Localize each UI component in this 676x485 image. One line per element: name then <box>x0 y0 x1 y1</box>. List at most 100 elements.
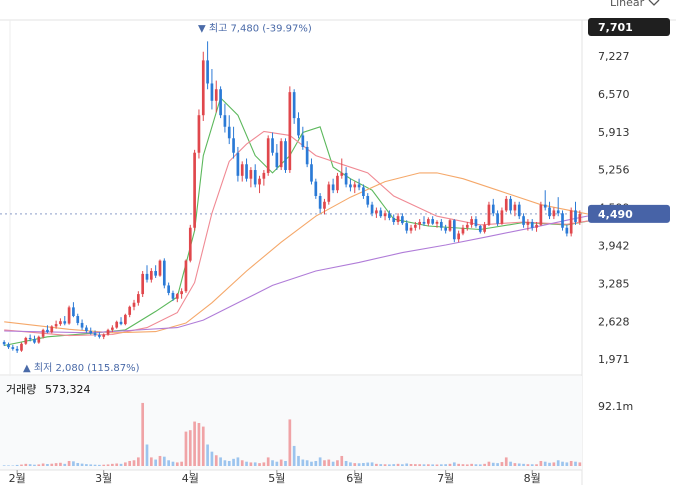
volume-bar[interactable] <box>556 460 560 466</box>
volume-bar[interactable] <box>427 464 430 466</box>
candle[interactable] <box>314 178 318 199</box>
volume-bar[interactable] <box>504 457 508 466</box>
candle[interactable] <box>167 282 170 296</box>
candle[interactable] <box>509 196 512 214</box>
candle[interactable] <box>422 216 426 227</box>
candle[interactable] <box>137 291 140 306</box>
volume-bar[interactable] <box>535 464 538 466</box>
volume-bar[interactable] <box>7 465 10 466</box>
candle[interactable] <box>288 86 292 173</box>
candle[interactable] <box>37 335 41 344</box>
volume-bar[interactable] <box>305 460 309 466</box>
volume-bar[interactable] <box>193 421 196 466</box>
volume-bar[interactable] <box>539 460 543 466</box>
volume-bar[interactable] <box>162 456 166 466</box>
volume-bar[interactable] <box>154 459 157 466</box>
candle[interactable] <box>80 319 84 330</box>
volume-bar[interactable] <box>513 463 517 466</box>
volume-bar[interactable] <box>124 462 127 466</box>
candle[interactable] <box>50 325 54 334</box>
candle[interactable] <box>357 178 361 191</box>
volume-bar[interactable] <box>15 464 19 466</box>
candle[interactable] <box>67 305 71 325</box>
volume-bar[interactable] <box>37 464 41 466</box>
candle[interactable] <box>305 141 309 168</box>
volume-bar[interactable] <box>323 460 326 466</box>
candle[interactable] <box>496 210 499 227</box>
candle[interactable] <box>292 89 296 124</box>
volume-bar[interactable] <box>279 459 283 466</box>
candle[interactable] <box>517 201 521 220</box>
volume-bar[interactable] <box>54 463 58 466</box>
volume-bar[interactable] <box>98 464 101 466</box>
candle[interactable] <box>478 224 482 234</box>
candle[interactable] <box>76 313 80 326</box>
candle[interactable] <box>439 219 443 231</box>
candle[interactable] <box>336 172 339 194</box>
candle[interactable] <box>535 221 538 232</box>
candle[interactable] <box>500 207 504 225</box>
volume-bar[interactable] <box>132 460 136 466</box>
volume-bar[interactable] <box>349 462 352 466</box>
candle[interactable] <box>530 219 534 231</box>
candle[interactable] <box>54 320 58 329</box>
volume-bar[interactable] <box>444 464 447 466</box>
candle[interactable] <box>145 265 149 283</box>
volume-bar[interactable] <box>448 463 452 466</box>
volume-bar[interactable] <box>2 465 6 466</box>
chevron-down-icon[interactable] <box>648 0 660 6</box>
volume-bar[interactable] <box>517 463 521 466</box>
candle[interactable] <box>115 320 119 329</box>
volume-bar[interactable] <box>175 462 179 466</box>
candle[interactable] <box>271 132 274 156</box>
volume-bar[interactable] <box>249 462 253 466</box>
volume-bar[interactable] <box>219 457 222 466</box>
volume-bar[interactable] <box>184 431 188 466</box>
candle[interactable] <box>253 164 257 188</box>
volume-bar[interactable] <box>80 463 84 466</box>
candle[interactable] <box>184 259 188 293</box>
volume-bar[interactable] <box>530 464 534 466</box>
candle[interactable] <box>427 217 430 227</box>
candle[interactable] <box>193 149 196 231</box>
candle[interactable] <box>435 220 439 228</box>
volume-bar[interactable] <box>89 464 93 466</box>
volume-bar[interactable] <box>379 464 383 466</box>
volume-bar[interactable] <box>288 419 292 466</box>
candle[interactable] <box>188 224 192 263</box>
candle[interactable] <box>132 299 136 311</box>
volume-bar[interactable] <box>340 455 344 466</box>
candle[interactable] <box>323 198 326 215</box>
candle[interactable] <box>578 210 582 225</box>
candle[interactable] <box>98 332 101 339</box>
candle[interactable] <box>111 325 114 333</box>
candle[interactable] <box>396 213 400 225</box>
volume-bar[interactable] <box>392 464 396 466</box>
volume-bar[interactable] <box>245 461 248 466</box>
volume-bar[interactable] <box>327 459 331 466</box>
volume-bar[interactable] <box>569 460 573 466</box>
volume-bar[interactable] <box>119 463 123 466</box>
candle[interactable] <box>210 69 214 110</box>
volume-bar[interactable] <box>353 463 357 466</box>
candle[interactable] <box>275 144 279 171</box>
volume-bar[interactable] <box>28 464 32 466</box>
volume-bar[interactable] <box>93 464 97 466</box>
volume-bar[interactable] <box>383 464 387 466</box>
candle[interactable] <box>279 138 283 171</box>
candle[interactable] <box>418 219 422 230</box>
volume-bar[interactable] <box>574 461 577 466</box>
volume-bar[interactable] <box>418 464 422 466</box>
candle[interactable] <box>240 161 244 182</box>
candle[interactable] <box>297 112 300 139</box>
volume-bar[interactable] <box>149 457 153 466</box>
volume-bar[interactable] <box>310 461 313 466</box>
candle[interactable] <box>574 201 577 225</box>
candle[interactable] <box>392 214 396 225</box>
candle[interactable] <box>452 219 456 243</box>
candle[interactable] <box>383 210 387 221</box>
volume-bar[interactable] <box>422 464 426 466</box>
candle[interactable] <box>414 221 417 231</box>
candle[interactable] <box>362 184 365 199</box>
candle[interactable] <box>266 135 270 176</box>
